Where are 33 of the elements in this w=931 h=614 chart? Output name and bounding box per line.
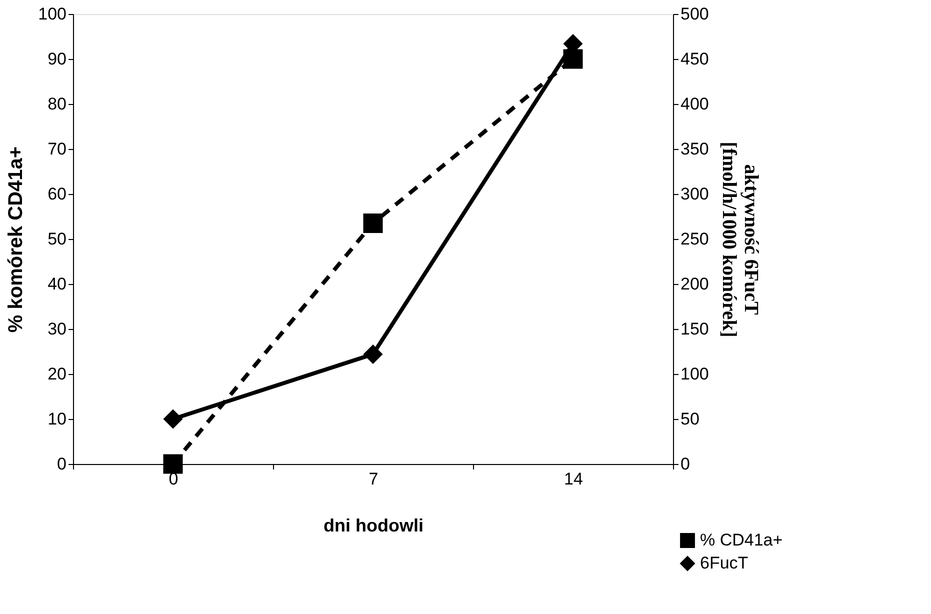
y2-tick-label: 350 [680, 140, 709, 158]
y2-tick-label: 100 [680, 364, 709, 384]
y-tick-label: 20 [48, 364, 66, 384]
point [363, 214, 383, 233]
y-axis-title: % komórek CD41a+ [5, 146, 28, 333]
y-tick-label: 100 [38, 4, 66, 24]
y2-tick-label: 50 [680, 410, 700, 428]
x-tick-label: 7 [368, 470, 378, 488]
y-tick-label: 40 [48, 274, 66, 294]
y2-tick-label: 200 [680, 274, 709, 294]
legend-label: 6FucT [700, 554, 748, 572]
x-axis-title: dni hodowli [324, 516, 424, 536]
y-tick-label: 60 [48, 184, 66, 204]
point [163, 454, 183, 474]
y-tick-label: 70 [48, 140, 66, 158]
y2-tick-label: 150 [680, 320, 709, 338]
y2-tick-label: 500 [680, 4, 709, 24]
x-tick-label: 14 [564, 470, 583, 488]
y-tick-label: 10 [48, 410, 66, 428]
y-tick-label: 80 [48, 94, 66, 114]
y2-tick-label: 400 [680, 94, 709, 114]
legend-label: % CD41a+ [700, 530, 783, 550]
y2-tick-label: 0 [680, 454, 690, 474]
point [163, 409, 183, 429]
y2-tick-label: 250 [680, 230, 709, 248]
y2-tick-label: 450 [680, 50, 709, 68]
y-tick-label: 30 [48, 320, 66, 338]
y2-axis-title: aktywność 6FucT [fmol/h/1000 komórek] [718, 142, 762, 338]
y-tick-label: 50 [48, 230, 66, 248]
y2-tick-label: 300 [680, 184, 709, 204]
point [363, 344, 383, 364]
y-tick-label: 0 [57, 454, 66, 474]
y-tick-label: 90 [48, 50, 66, 68]
